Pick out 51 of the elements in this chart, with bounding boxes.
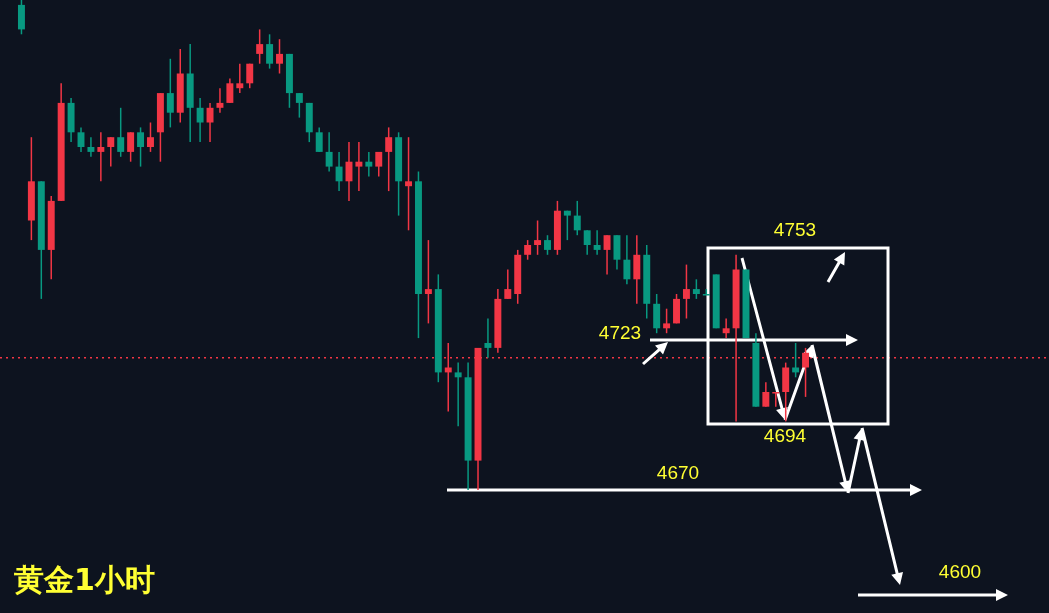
candlestick [335, 151, 343, 192]
candlestick [365, 151, 373, 178]
candlestick [534, 219, 542, 256]
candlestick [544, 234, 551, 256]
candlestick [355, 141, 363, 192]
annotation: 4753 [773, 219, 817, 240]
candlestick [97, 131, 105, 183]
candlestick [762, 381, 770, 408]
candlestick [663, 307, 671, 334]
candlestick [405, 136, 413, 232]
candlestick [563, 209, 571, 241]
candlestick [454, 361, 462, 428]
candlestick [722, 317, 730, 339]
candlestick [276, 38, 283, 75]
candlestick [147, 121, 154, 153]
candlestick [206, 102, 214, 143]
candlestick [117, 107, 125, 158]
candlestick [256, 28, 264, 65]
candlestick [772, 391, 780, 408]
candlestick [623, 234, 631, 285]
candlestick [226, 77, 234, 104]
candlestick [295, 92, 303, 119]
candlestick [583, 229, 591, 256]
text: 4600 [938, 561, 982, 582]
candlestick [266, 33, 274, 70]
candlestick [573, 200, 581, 236]
annotation: 4670 [656, 462, 700, 483]
candlestick [166, 58, 174, 129]
candlestick [692, 278, 700, 300]
candlestick [682, 263, 690, 320]
candlestick [127, 131, 135, 163]
candlestick [325, 131, 333, 173]
annotation: 4723 [598, 322, 642, 343]
candlestick [524, 239, 532, 261]
candlestick [315, 126, 323, 153]
candlestick [385, 126, 393, 192]
candlestick [593, 229, 601, 256]
candlestick [216, 87, 224, 114]
candlestick [246, 62, 254, 89]
candlestick [236, 62, 244, 94]
candlestick [137, 126, 145, 168]
candlestick [484, 317, 492, 359]
candlestick [107, 136, 115, 168]
annotation: 4694 [763, 425, 807, 446]
candlestick [424, 239, 432, 325]
candlestick [603, 234, 611, 276]
candlestick [87, 136, 95, 158]
candlestick [375, 151, 383, 178]
candlestick [504, 268, 512, 300]
candlestick [196, 97, 204, 143]
text: 黄金1小时 [14, 562, 155, 597]
